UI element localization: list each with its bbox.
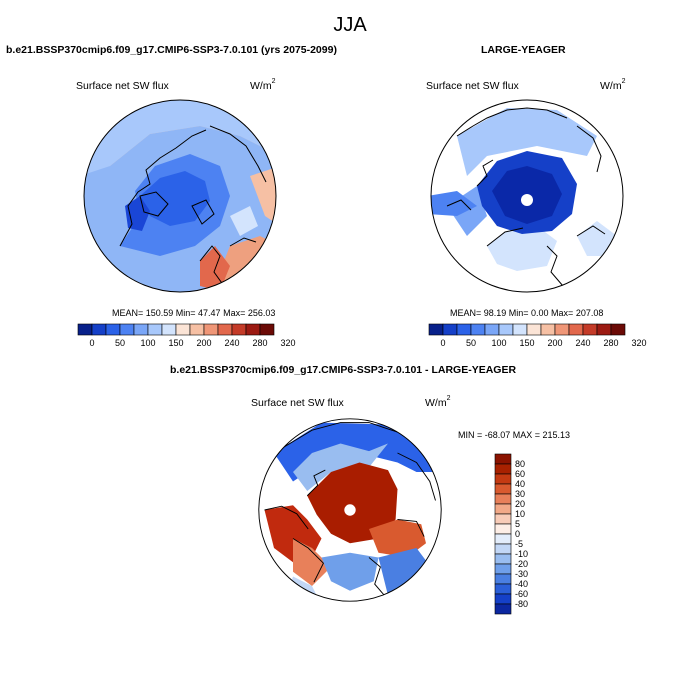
panel3-colorbar-tick-label: 30 <box>515 489 525 499</box>
panel2-colorbar-swatch <box>456 323 472 336</box>
panel3-colorbar-tick-label: -40 <box>515 579 528 589</box>
panel2-colorbar-tick-label: 240 <box>575 338 590 348</box>
panel3-colorbar-swatch <box>494 473 512 485</box>
panel3-colorbar-swatch <box>494 593 512 605</box>
panel1-colorbar-swatch <box>217 323 233 336</box>
panel3-colorbar-tick-label: -10 <box>515 549 528 559</box>
panel2-colorbar-swatch <box>498 323 514 336</box>
panel3-colorbar-tick-label: 5 <box>515 519 520 529</box>
panel2-colorbar-tick-label: 50 <box>466 338 476 348</box>
panel1-colorbar-swatch <box>161 323 177 336</box>
panel2-colorbar-swatch <box>554 323 570 336</box>
panel3-colorbar-tick-label: 0 <box>515 529 520 539</box>
panel1-colorbar-tick-label: 280 <box>252 338 267 348</box>
panel1-colorbar-tick-label: 240 <box>224 338 239 348</box>
panel3-colorbar-tick-label: -80 <box>515 599 528 609</box>
panel1-colorbar-swatch <box>133 323 149 336</box>
panel3-colorbar-tick-label: 40 <box>515 479 525 489</box>
panel2-colorbar-swatch <box>428 323 444 336</box>
panel1-colorbar-swatch <box>91 323 107 336</box>
panel3-colorbar-swatch <box>494 483 512 495</box>
panel3-colorbar-swatch <box>494 493 512 505</box>
panel1-colorbar-swatch <box>259 323 275 336</box>
panel2-colorbar-tick-label: 100 <box>491 338 506 348</box>
panel1-colorbar-swatch <box>203 323 219 336</box>
panel3-colorbar-tick-label: -5 <box>515 539 523 549</box>
panel1-colorbar-swatch <box>175 323 191 336</box>
panel1-variable-label: Surface net SW flux <box>76 80 169 92</box>
panel3-colorbar-tick-label: 80 <box>515 459 525 469</box>
panel2-colorbar-swatch <box>582 323 598 336</box>
panel2-colorbar: 0 50 100 150 200 240 280 320 <box>428 323 647 348</box>
panel3-stats: MIN = -68.07 MAX = 215.13 <box>458 430 571 440</box>
panel2-colorbar-tick-label: 150 <box>519 338 534 348</box>
panel3-colorbar-swatch <box>494 453 512 465</box>
panel1-units-label: W/m2 <box>250 78 276 92</box>
panel2-colorbar-swatch <box>512 323 528 336</box>
panel2-polar-map <box>430 99 624 293</box>
panel1-colorbar-swatch <box>231 323 247 336</box>
panel3-colorbar-swatch <box>494 503 512 515</box>
panel1-colorbar-tick-label: 50 <box>115 338 125 348</box>
panel2-colorbar-swatch <box>540 323 556 336</box>
panel1-colorbar-swatch <box>105 323 121 336</box>
panel1-polar-map <box>83 99 277 293</box>
panel2-colorbar-tick-label: 280 <box>603 338 618 348</box>
panel1-colorbar-swatch <box>119 323 135 336</box>
panel2-variable-label: Surface net SW flux <box>426 80 519 92</box>
panel1-colorbar-tick-label: 200 <box>196 338 211 348</box>
panel1-colorbar-swatch <box>189 323 205 336</box>
panel1-colorbar-swatch <box>77 323 93 336</box>
panel3-colorbar-tick-label: 60 <box>515 469 525 479</box>
panel2-colorbar-swatch <box>596 323 612 336</box>
panel2-colorbar-swatch <box>470 323 486 336</box>
panel3-colorbar-swatch <box>494 463 512 475</box>
panel3-colorbar-tick-label: -20 <box>515 559 528 569</box>
panel3-colorbar-swatch <box>494 553 512 565</box>
panel3-colorbar-swatch <box>494 513 512 525</box>
panel2-colorbar-swatch <box>484 323 500 336</box>
panel2-stats: MEAN= 98.19 Min= 0.00 Max= 207.08 <box>450 308 604 318</box>
panel3-colorbar-tick-label: 20 <box>515 499 525 509</box>
panel3-colorbar-swatch <box>494 533 512 545</box>
panel1-colorbar-tick-label: 320 <box>280 338 295 348</box>
main-title: JJA <box>333 14 367 36</box>
panel2-colorbar-swatch <box>568 323 584 336</box>
panel2-colorbar-swatch <box>442 323 458 336</box>
panel3-colorbar-swatch <box>494 563 512 575</box>
panel1-colorbar-tick-label: 150 <box>168 338 183 348</box>
panel3-colorbar-swatch <box>494 603 512 615</box>
panel2-colorbar-swatch <box>610 323 626 336</box>
panel3-units-label: W/m2 <box>425 395 451 409</box>
panel1-colorbar: 0 50 100 150 200 240 280 320 <box>77 323 296 348</box>
panel3-case-title: b.e21.BSSP370cmip6.f09_g17.CMIP6-SSP3-7.… <box>170 364 517 376</box>
panel2-units-label: W/m2 <box>600 78 626 92</box>
panel1-colorbar-swatch <box>245 323 261 336</box>
panel1-stats: MEAN= 150.59 Min= 47.47 Max= 256.03 <box>112 308 276 318</box>
panel3-colorbar-swatch <box>494 573 512 585</box>
panel3-colorbar-swatch <box>494 523 512 535</box>
panel2-colorbar-tick-label: 0 <box>440 338 445 348</box>
panel2-colorbar-swatch <box>526 323 542 336</box>
panel1-colorbar-tick-label: 0 <box>89 338 94 348</box>
panel2-colorbar-tick-label: 200 <box>547 338 562 348</box>
panel3-colorbar-swatch <box>494 583 512 595</box>
panel1-case-title: b.e21.BSSP370cmip6.f09_g17.CMIP6-SSP3-7.… <box>6 44 337 56</box>
panel3-variable-label: Surface net SW flux <box>251 397 344 409</box>
panel3-colorbar-tick-label: -60 <box>515 589 528 599</box>
panel2-colorbar-tick-label: 320 <box>631 338 646 348</box>
panel3-colorbar-tick-label: 10 <box>515 509 525 519</box>
panel1-colorbar-swatch <box>147 323 163 336</box>
panel1-colorbar-tick-label: 100 <box>140 338 155 348</box>
panel3-colorbar-tick-label: -30 <box>515 569 528 579</box>
panel3-polar-map <box>258 418 442 602</box>
panel3-colorbar-swatch <box>494 543 512 555</box>
panel2-case-title: LARGE-YEAGER <box>481 44 566 56</box>
